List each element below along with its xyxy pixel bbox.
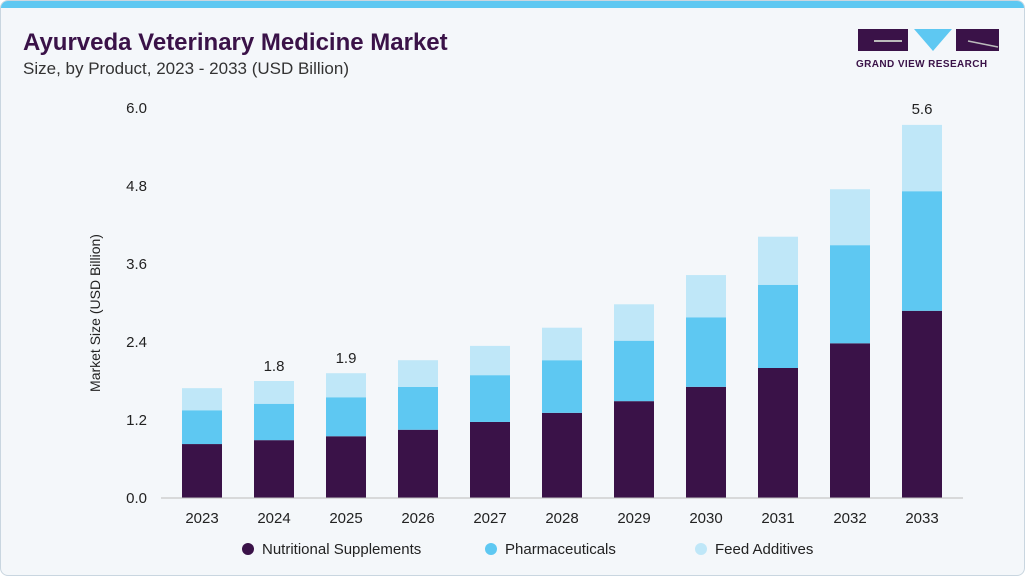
bar-pharmaceuticals-2023 — [182, 410, 222, 445]
bar-feed-additives-2025 — [326, 373, 366, 398]
x-tick-label: 2029 — [617, 510, 650, 527]
bar-feed-additives-2031 — [758, 236, 798, 285]
x-tick-label: 2032 — [833, 510, 866, 527]
y-tick-label: 2.4 — [126, 334, 147, 351]
bar-nutritional-supplements-2026 — [398, 429, 438, 498]
data-label: 1.9 — [336, 350, 357, 367]
bar-pharmaceuticals-2033 — [902, 191, 942, 311]
bar-pharmaceuticals-2029 — [614, 340, 654, 402]
legend-label: Pharmaceuticals — [505, 541, 616, 558]
bar-feed-additives-2033 — [902, 124, 942, 192]
bar-feed-additives-2032 — [830, 189, 870, 246]
y-tick-label: 1.2 — [126, 412, 147, 429]
bar-feed-additives-2029 — [614, 304, 654, 341]
bar-nutritional-supplements-2024 — [254, 440, 294, 498]
legend-label: Feed Additives — [715, 541, 813, 558]
bar-nutritional-supplements-2030 — [686, 386, 726, 498]
chart-subtitle: Size, by Product, 2023 - 2033 (USD Billi… — [23, 59, 349, 78]
gvr-logo — [858, 29, 999, 51]
y-tick-label: 3.6 — [126, 256, 147, 273]
x-tick-label: 2033 — [905, 510, 938, 527]
bar-pharmaceuticals-2031 — [758, 284, 798, 368]
bar-pharmaceuticals-2025 — [326, 397, 366, 437]
x-tick-label: 2031 — [761, 510, 794, 527]
chart-title: Ayurveda Veterinary Medicine Market — [23, 29, 448, 56]
bar-feed-additives-2028 — [542, 327, 582, 361]
bar-nutritional-supplements-2031 — [758, 368, 798, 498]
bar-feed-additives-2024 — [254, 381, 294, 404]
bar-pharmaceuticals-2024 — [254, 403, 294, 441]
data-label: 1.8 — [264, 358, 285, 375]
bar-nutritional-supplements-2027 — [470, 421, 510, 498]
x-tick-label: 2025 — [329, 510, 362, 527]
bar-feed-additives-2026 — [398, 360, 438, 387]
bar-pharmaceuticals-2030 — [686, 317, 726, 387]
data-label: 5.6 — [912, 101, 933, 118]
bar-nutritional-supplements-2029 — [614, 401, 654, 498]
bar-pharmaceuticals-2026 — [398, 386, 438, 430]
bar-feed-additives-2027 — [470, 345, 510, 376]
y-axis-label: Market Size (USD Billion) — [87, 234, 103, 392]
legend-swatch — [485, 543, 497, 555]
bar-nutritional-supplements-2032 — [830, 343, 870, 498]
bar-pharmaceuticals-2032 — [830, 245, 870, 344]
y-tick-label: 6.0 — [126, 100, 147, 117]
x-tick-label: 2023 — [185, 510, 218, 527]
x-tick-label: 2028 — [545, 510, 578, 527]
y-tick-label: 0.0 — [126, 490, 147, 507]
legend-swatch — [695, 543, 707, 555]
x-tick-label: 2027 — [473, 510, 506, 527]
x-tick-label: 2026 — [401, 510, 434, 527]
x-tick-label: 2030 — [689, 510, 722, 527]
bar-nutritional-supplements-2028 — [542, 412, 582, 498]
legend-label: Nutritional Supplements — [262, 541, 421, 558]
bar-nutritional-supplements-2023 — [182, 444, 222, 498]
accent-bar — [1, 1, 1024, 8]
x-tick-label: 2024 — [257, 510, 290, 527]
legend-swatch — [242, 543, 254, 555]
bar-pharmaceuticals-2028 — [542, 360, 582, 413]
bar-feed-additives-2023 — [182, 388, 222, 411]
bar-pharmaceuticals-2027 — [470, 375, 510, 422]
bar-feed-additives-2030 — [686, 275, 726, 318]
bar-nutritional-supplements-2033 — [902, 310, 942, 498]
logo-text: GRAND VIEW RESEARCH — [856, 59, 988, 70]
bar-nutritional-supplements-2025 — [326, 436, 366, 498]
y-tick-label: 4.8 — [126, 178, 147, 195]
